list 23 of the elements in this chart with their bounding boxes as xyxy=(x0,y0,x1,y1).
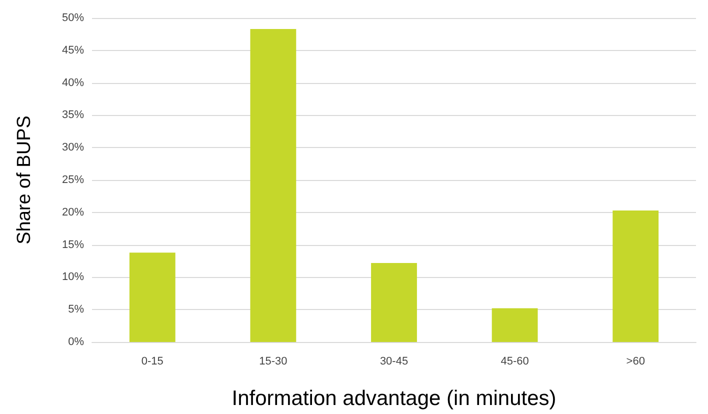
x-tick-label: 0-15 xyxy=(141,356,164,368)
x-tick-label: >60 xyxy=(626,356,645,368)
y-tick-label: 35% xyxy=(62,109,84,122)
y-tick-label: 30% xyxy=(62,142,84,154)
x-tick-label: 45-60 xyxy=(500,356,529,368)
y-tick-label: 25% xyxy=(62,174,84,186)
y-tick-label: 5% xyxy=(68,304,84,316)
bar xyxy=(612,210,659,342)
y-tick-label: 10% xyxy=(62,271,84,284)
bar xyxy=(492,308,538,342)
x-tick-label: 15-30 xyxy=(259,356,288,368)
y-tick-label: 50% xyxy=(62,12,84,24)
x-tick-label: 30-45 xyxy=(380,356,408,368)
y-tick-label: 20% xyxy=(62,206,84,218)
y-tick-label: 15% xyxy=(62,238,84,251)
y-tick-label: 40% xyxy=(62,76,84,89)
bar xyxy=(371,262,417,342)
x-axis-title: Information advantage (in minutes) xyxy=(232,387,556,410)
bar xyxy=(129,252,176,342)
y-tick-label: 0% xyxy=(68,336,84,348)
y-axis-title: Share of BUPS xyxy=(14,116,35,244)
y-tick-label: 45% xyxy=(62,44,84,56)
bar xyxy=(250,29,296,342)
